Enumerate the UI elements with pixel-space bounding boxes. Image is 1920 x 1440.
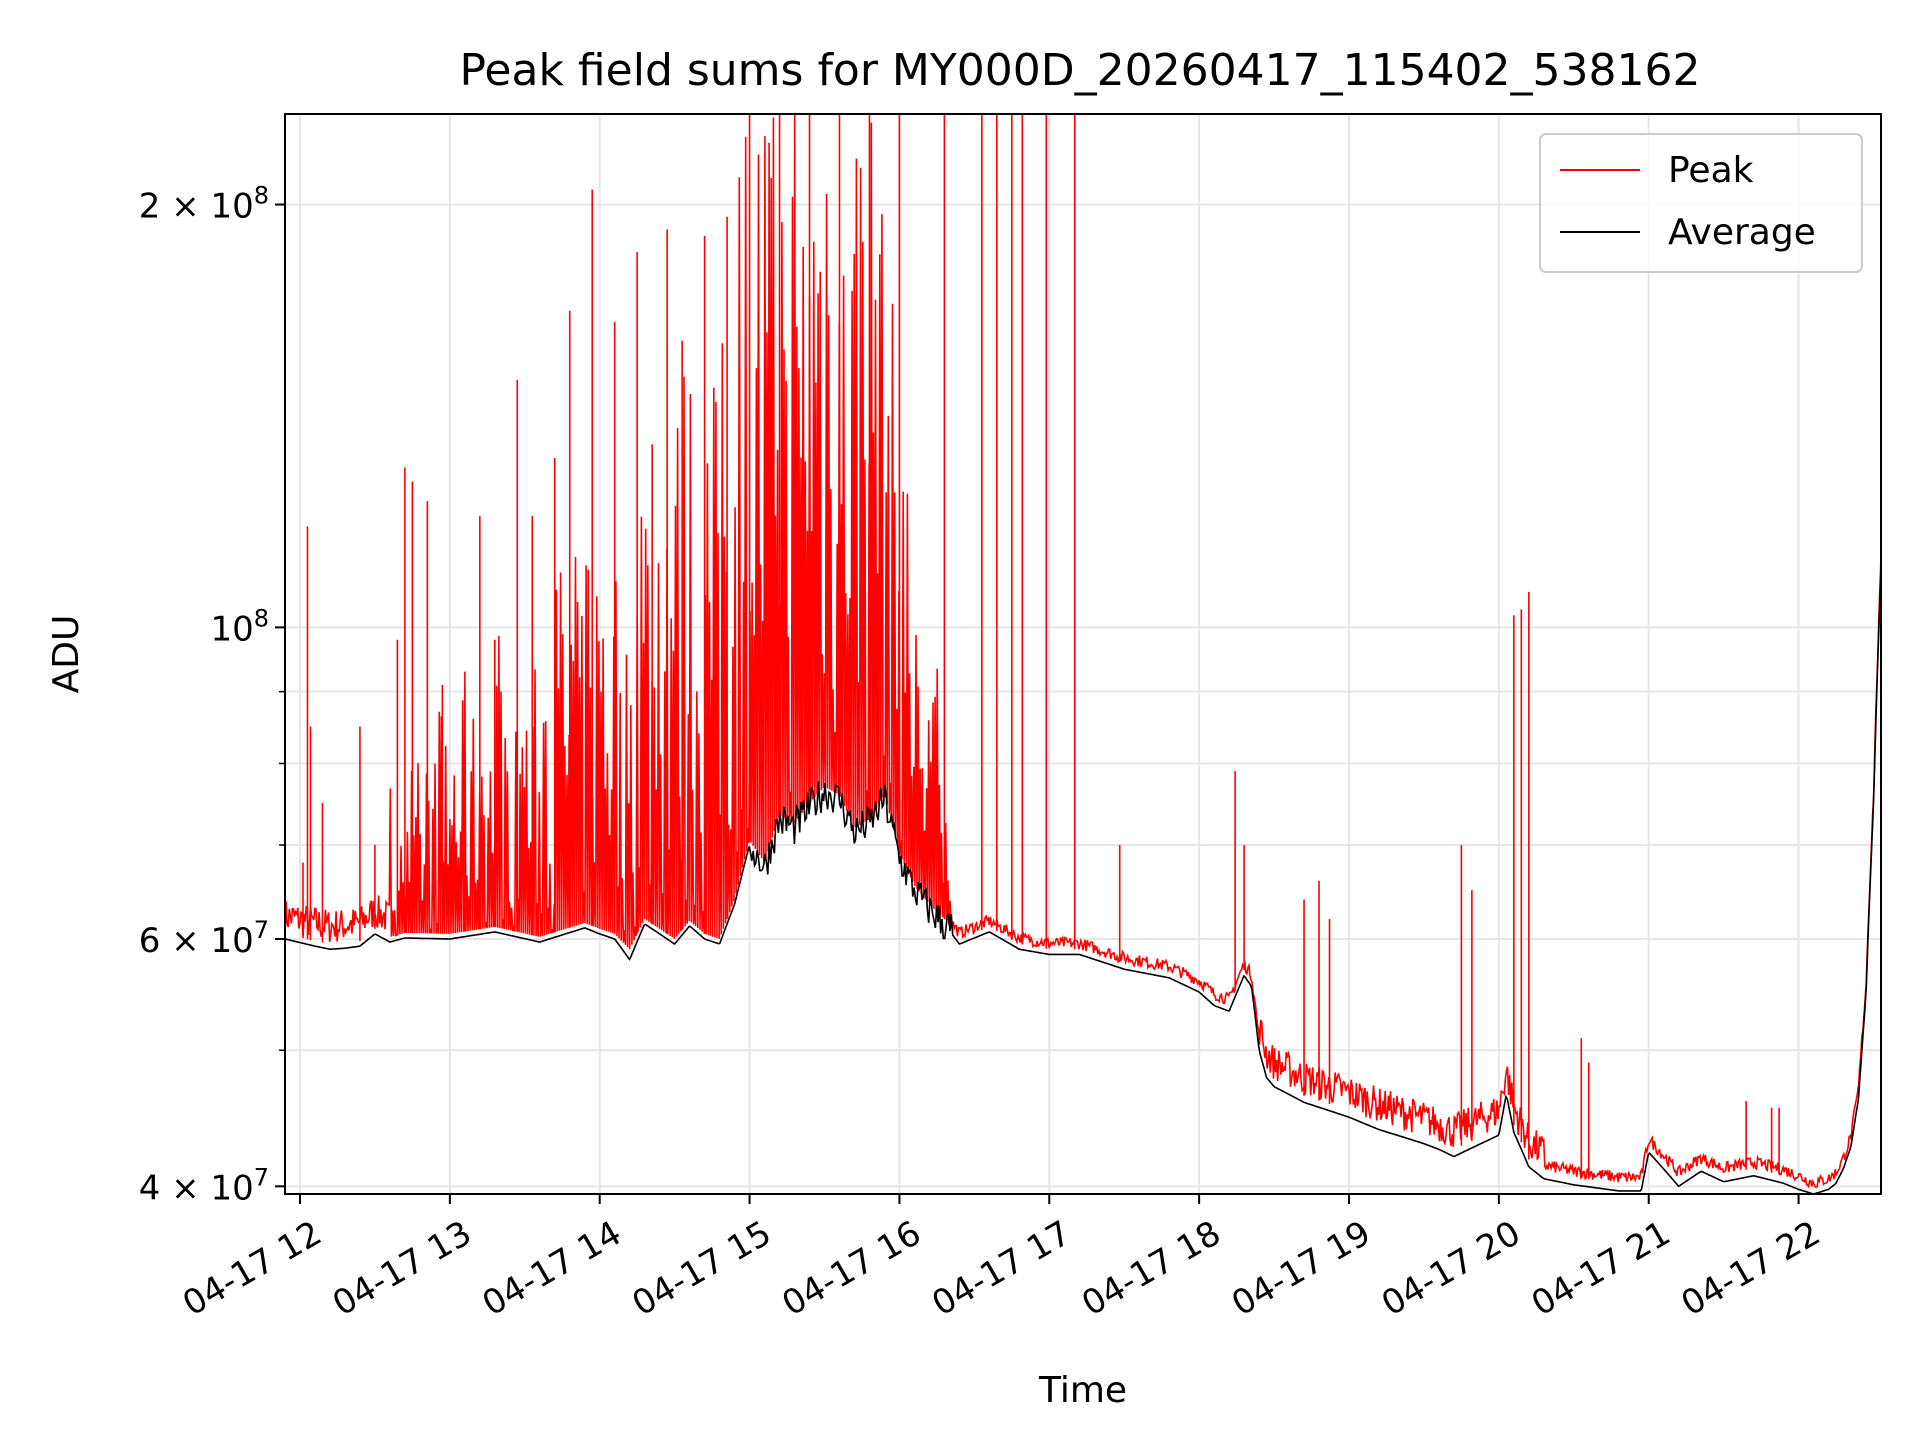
legend-label-peak: Peak xyxy=(1668,150,1754,191)
legend-box xyxy=(1539,133,1863,273)
average-series-line xyxy=(285,570,1881,1194)
y-tick-label: 4 × 107 xyxy=(139,1163,269,1208)
y-tick-label: 2 × 108 xyxy=(139,182,269,227)
x-axis-label: Time xyxy=(1038,1370,1127,1411)
legend-label-average: Average xyxy=(1668,212,1816,253)
plot-frame xyxy=(284,113,1882,1195)
legend: Peak Average xyxy=(1539,133,1863,273)
y-tick-label: 6 × 107 xyxy=(139,916,269,961)
chart-title: Peak field sums for MY000D_20260417_1154… xyxy=(459,45,1700,96)
y-axis-label: ADU xyxy=(46,615,87,694)
y-axis: 4 × 107 6 × 107 108 2 × 108 xyxy=(139,182,285,1208)
peak-series-line xyxy=(285,114,1881,1189)
plot-area xyxy=(285,114,1881,1194)
y-tick-label: 108 xyxy=(210,604,269,649)
